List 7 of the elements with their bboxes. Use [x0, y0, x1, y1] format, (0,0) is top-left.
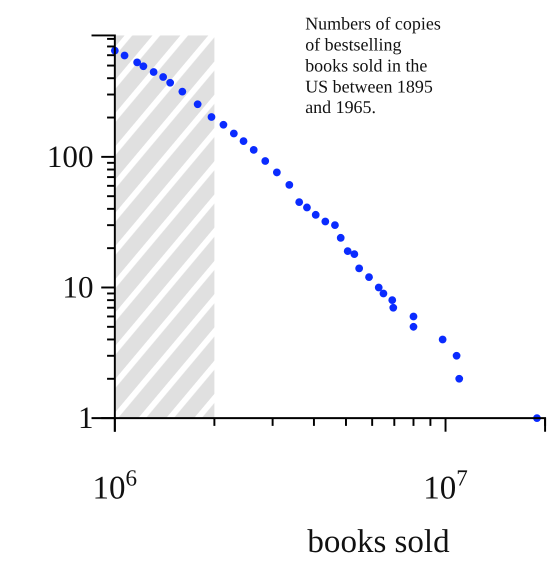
y-tick-label: 1: [78, 400, 94, 436]
x-tick-label: 10$^{7}$: [423, 464, 468, 507]
y-tick-label: 100: [46, 138, 94, 174]
x-tick-label: 10$^{6}$: [92, 464, 138, 507]
y-tick-label: 10: [62, 269, 94, 304]
annotation: Numbers of copies of bestselling books sold in the US between 1895 and 1965.: [305, 14, 441, 118]
x-axis-title: books sold: [307, 524, 450, 560]
